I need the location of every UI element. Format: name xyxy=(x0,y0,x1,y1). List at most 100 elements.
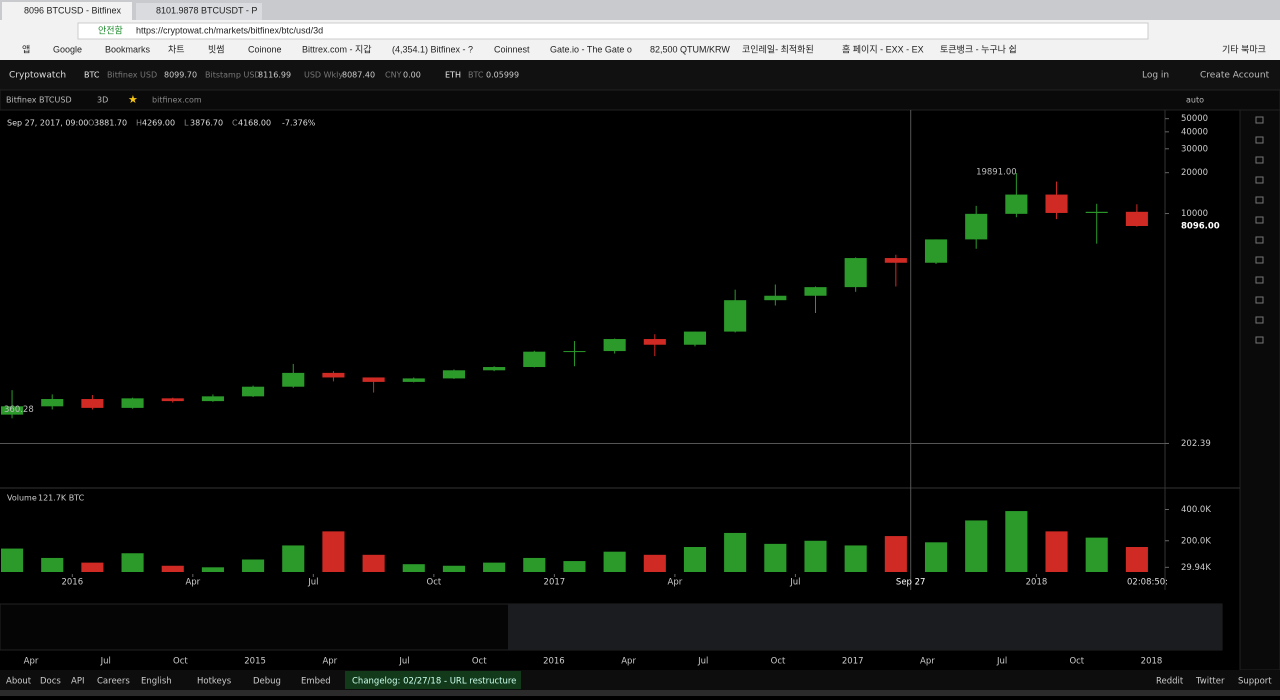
brand[interactable]: Cryptowatch xyxy=(9,71,66,81)
tool-icon[interactable] xyxy=(1255,116,1264,124)
footer-link[interactable]: English xyxy=(141,677,172,687)
bookmark[interactable]: Bookmarks xyxy=(105,44,151,54)
footer-link[interactable]: Debug xyxy=(253,677,281,687)
bookmark[interactable]: Coinone xyxy=(248,44,282,54)
url[interactable]: https://cryptowat.ch/markets/bitfinex/bt… xyxy=(136,25,323,35)
tool-icon[interactable] xyxy=(1255,256,1264,264)
footer-link[interactable]: About xyxy=(6,677,32,687)
tool-icon[interactable] xyxy=(1255,276,1264,284)
navigator-window[interactable] xyxy=(508,604,1222,650)
tab-title[interactable]: 8101.9878 BTCUSDT - P xyxy=(156,5,257,15)
candle-body xyxy=(1125,211,1148,226)
bookmark[interactable]: Gate.io - The Gate o xyxy=(550,44,632,54)
candle-body xyxy=(1005,194,1028,214)
bookmark[interactable]: Bittrex.com - 지갑 xyxy=(302,43,372,54)
ticker[interactable]: 0.00 xyxy=(403,71,421,80)
changelog-box[interactable] xyxy=(345,671,521,689)
volume-bar xyxy=(282,545,305,572)
ticker[interactable]: BTC xyxy=(84,71,100,80)
ticker[interactable]: 0.05999 xyxy=(486,71,519,80)
bookmark[interactable]: Google xyxy=(53,44,82,54)
tool-icon[interactable] xyxy=(1255,296,1264,304)
candle-body xyxy=(121,398,144,408)
scale-select[interactable]: auto xyxy=(1186,96,1204,105)
navigator-label: Oct xyxy=(1069,657,1084,667)
ticker[interactable]: 8099.70 xyxy=(164,71,197,80)
tool-icon[interactable] xyxy=(1255,156,1264,164)
volume-bar xyxy=(1085,537,1108,572)
bookmark[interactable]: 기타 북마크 xyxy=(1222,44,1266,54)
login[interactable]: Log in xyxy=(1142,71,1169,81)
bookmark[interactable]: 앱 xyxy=(22,43,30,54)
bookmark[interactable]: 코인레일- 최적화된 xyxy=(742,43,814,54)
exchange-link[interactable]: bitfinex.com xyxy=(152,96,202,105)
star-icon[interactable]: ★ xyxy=(128,93,138,106)
footer-link[interactable]: Docs xyxy=(40,677,61,687)
create-account[interactable]: Create Account xyxy=(1200,71,1270,81)
ticker[interactable]: USD Wkly xyxy=(304,71,343,80)
bookmark[interactable]: 토큰뱅크 - 누구나 쉽 xyxy=(940,44,1017,54)
candle-body xyxy=(804,287,827,296)
footer-link[interactable]: Reddit xyxy=(1156,677,1184,687)
market-select[interactable]: Bitfinex BTCUSD xyxy=(6,96,72,105)
price-annotation: 19891.00 xyxy=(976,168,1017,178)
period-select[interactable]: 3D xyxy=(97,96,108,105)
tab-title[interactable]: 8096 BTCUSD - Bitfinex xyxy=(24,5,122,15)
x-tick-label: 2017 xyxy=(544,578,566,588)
ohlc-value: 3876.70 xyxy=(190,119,223,128)
footer-link[interactable]: Twitter xyxy=(1195,677,1225,687)
x-tick-label: Apr xyxy=(185,578,200,588)
bookmark[interactable]: 82,500 QTUM/KRW xyxy=(650,44,730,54)
navigator-label: Jul xyxy=(697,657,708,667)
tool-icon[interactable] xyxy=(1255,336,1264,344)
x-tick-label: Apr xyxy=(668,578,683,588)
tab[interactable] xyxy=(136,3,262,20)
tab-bar xyxy=(0,0,1280,20)
footer-link[interactable]: Support xyxy=(1238,677,1272,687)
ticker[interactable]: ETH xyxy=(445,71,461,80)
ticker[interactable]: 8087.40 xyxy=(342,71,375,80)
x-tick-label: 2016 xyxy=(61,578,83,588)
footer-link[interactable]: Hotkeys xyxy=(197,677,232,687)
bookmark[interactable]: (4,354.1) Bitfinex - ? xyxy=(392,44,473,54)
bookmark[interactable]: 빗썸 xyxy=(208,44,225,54)
bookmark[interactable]: 차트 xyxy=(168,43,185,54)
active-tab[interactable] xyxy=(2,2,132,20)
footer-link[interactable]: Embed xyxy=(301,677,331,687)
address-bar[interactable] xyxy=(77,22,1149,40)
candle-body xyxy=(764,295,787,301)
volume-bar xyxy=(362,554,385,572)
candle-body xyxy=(643,339,666,345)
navigator-label: Jul xyxy=(398,657,409,667)
candle-body xyxy=(683,331,707,345)
crosshair-label: Sep 27 xyxy=(896,578,926,588)
candle-body xyxy=(724,300,747,332)
ticker[interactable]: Bitfinex USD xyxy=(107,71,157,80)
ticker[interactable]: CNY xyxy=(385,71,402,80)
volume-bar xyxy=(483,562,506,572)
candle-body xyxy=(965,213,988,240)
footer-link[interactable]: Careers xyxy=(97,677,130,687)
tool-icon[interactable] xyxy=(1255,236,1264,244)
ohlc-value: 4168.00 xyxy=(238,119,271,128)
bookmark[interactable]: 홈 페이지 - EXX - EX xyxy=(842,43,924,54)
x-tick-label: 2018 xyxy=(1026,578,1048,588)
ticker[interactable]: BTC xyxy=(468,71,484,80)
tool-icon[interactable] xyxy=(1255,136,1264,144)
tool-icon[interactable] xyxy=(1255,176,1264,184)
ohlc-value: 4269.00 xyxy=(142,119,175,128)
candle-body xyxy=(884,258,907,263)
y-tick-label: 30000 xyxy=(1181,144,1208,154)
volume-bar xyxy=(1045,531,1068,572)
bookmark[interactable]: Coinnest xyxy=(494,44,530,54)
ticker[interactable]: 8116.99 xyxy=(258,71,291,80)
changelog[interactable]: Changelog: 02/27/18 - URL restructure xyxy=(352,677,516,687)
navigator-label: Apr xyxy=(621,657,636,667)
ticker[interactable]: Bitstamp USD xyxy=(205,71,261,80)
volume-bar xyxy=(764,543,787,572)
tool-icon[interactable] xyxy=(1255,196,1264,204)
footer-link[interactable]: API xyxy=(71,677,84,687)
tool-icon[interactable] xyxy=(1255,316,1264,324)
candle-body xyxy=(41,399,64,407)
tool-icon[interactable] xyxy=(1255,216,1264,224)
